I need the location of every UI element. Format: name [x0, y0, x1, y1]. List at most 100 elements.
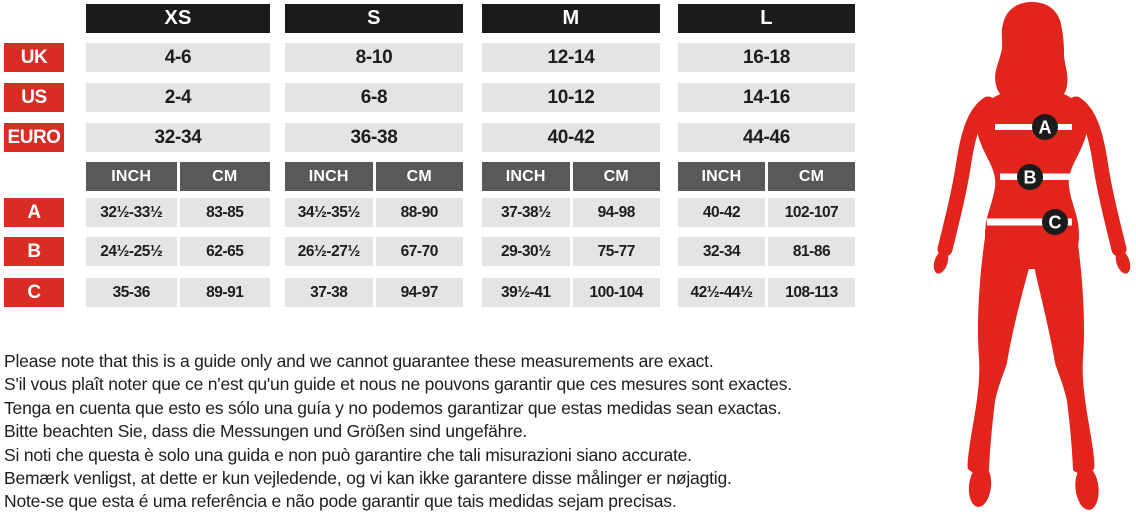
c-l-cm: 108-113: [768, 278, 855, 307]
b-xs-inch: 24½-25½: [86, 237, 177, 266]
inch-header: INCH: [86, 162, 177, 191]
size-header-xs: XS: [86, 4, 270, 33]
b-cell-m: 29-30½ 75-77: [482, 237, 660, 266]
unit-header-m: INCH CM: [482, 162, 660, 191]
row-label-a: A: [4, 198, 64, 227]
us-row: US 2-4 6-8 10-12 14-16: [4, 83, 855, 112]
hip-line: [987, 218, 1072, 226]
a-cell-m: 37-38½ 94-98: [482, 198, 660, 227]
c-cell-l: 42½-44½ 108-113: [678, 278, 855, 307]
header-spacer: [4, 4, 64, 33]
disclaimer-line-pt: Note-se que esta é uma referência e não …: [4, 491, 677, 512]
uk-value-s: 8-10: [285, 43, 463, 72]
unit-header-l: INCH CM: [678, 162, 855, 191]
b-s-inch: 26½-27½: [285, 237, 373, 266]
figure-left-leg: [967, 231, 1031, 474]
a-l-cm: 102-107: [768, 198, 855, 227]
c-m-cm: 100-104: [572, 278, 660, 307]
unit-header-row: INCH CM INCH CM INCH CM INCH CM: [4, 162, 855, 191]
c-cell-m: 39½-41 100-104: [482, 278, 660, 307]
c-m-inch: 39½-41: [482, 278, 570, 307]
us-value-xs: 2-4: [86, 83, 270, 112]
c-xs-inch: 35-36: [86, 278, 177, 307]
disclaimer-line-it: Si noti che questa è solo una guida e no…: [4, 444, 692, 465]
a-xs-cm: 83-85: [179, 198, 270, 227]
marker-c-label: C: [1049, 213, 1062, 233]
b-m-inch: 29-30½: [482, 237, 570, 266]
cm-header: CM: [179, 162, 270, 191]
figure-right-leg: [1033, 231, 1095, 474]
inch-header: INCH: [678, 162, 765, 191]
figure-left-foot: [968, 465, 992, 507]
euro-value-m: 40-42: [482, 123, 660, 152]
us-value-s: 6-8: [285, 83, 463, 112]
marker-a-label: A: [1039, 118, 1052, 138]
b-xs-cm: 62-65: [179, 237, 270, 266]
marker-b-circle: [1017, 164, 1043, 190]
unit-spacer: [4, 162, 64, 191]
us-value-m: 10-12: [482, 83, 660, 112]
figure-hair-head: [995, 2, 1068, 99]
disclaimer-text: Please note that this is a guide only an…: [4, 350, 884, 514]
a-m-cm: 94-98: [572, 198, 660, 227]
cm-header: CM: [572, 162, 660, 191]
inch-header: INCH: [482, 162, 570, 191]
size-header-s: S: [285, 4, 463, 33]
euro-row: EURO 32-34 36-38 40-42 44-46: [4, 123, 855, 152]
disclaimer-line-fr: S'il vous plaît noter que ce n'est qu'un…: [4, 374, 792, 395]
row-label-c: C: [4, 278, 64, 307]
euro-value-xs: 32-34: [86, 123, 270, 152]
size-header-l: L: [678, 4, 855, 33]
row-label-us: US: [4, 83, 64, 112]
a-xs-inch: 32½-33½: [86, 198, 177, 227]
disclaimer-line-es: Tenga en cuenta que esto es sólo una guí…: [4, 397, 782, 418]
size-header-row: XS S M L: [4, 4, 855, 33]
uk-row: UK 4-6 8-10 12-14 16-18: [4, 43, 855, 72]
c-s-cm: 94-97: [375, 278, 463, 307]
disclaimer-line-de: Bitte beachten Sie, dass die Messungen u…: [4, 421, 528, 442]
size-header-m: M: [482, 4, 660, 33]
c-l-inch: 42½-44½: [678, 278, 765, 307]
us-value-l: 14-16: [678, 83, 855, 112]
measurement-row-c: C 35-36 89-91 37-38 94-97 39½-41 100-104…: [4, 278, 855, 307]
marker-b-label: B: [1024, 168, 1037, 188]
female-silhouette-figure: A B C: [933, 2, 1131, 510]
measurement-row-a: A 32½-33½ 83-85 34½-35½ 88-90 37-38½ 94-…: [4, 198, 855, 227]
c-xs-cm: 89-91: [179, 278, 270, 307]
a-l-inch: 40-42: [678, 198, 765, 227]
c-cell-s: 37-38 94-97: [285, 278, 463, 307]
cm-header: CM: [375, 162, 463, 191]
row-label-uk: UK: [4, 43, 64, 72]
unit-header-xs: INCH CM: [86, 162, 270, 191]
euro-value-l: 44-46: [678, 123, 855, 152]
uk-value-xs: 4-6: [86, 43, 270, 72]
figure-left-arm: [937, 96, 996, 257]
disclaimer-line-da: Bemærk venligst, at dette er kun vejlede…: [4, 468, 732, 489]
b-cell-s: 26½-27½ 67-70: [285, 237, 463, 266]
inch-header: INCH: [285, 162, 373, 191]
b-cell-xs: 24½-25½ 62-65: [86, 237, 270, 266]
figure-right-arm: [1068, 96, 1127, 257]
figure-left-hand: [933, 250, 949, 274]
c-s-inch: 37-38: [285, 278, 373, 307]
disclaimer-line-en: Please note that this is a guide only an…: [4, 351, 714, 371]
uk-value-m: 12-14: [482, 43, 660, 72]
euro-value-s: 36-38: [285, 123, 463, 152]
b-cell-l: 32-34 81-86: [678, 237, 855, 266]
a-s-inch: 34½-35½: [285, 198, 373, 227]
a-cell-s: 34½-35½ 88-90: [285, 198, 463, 227]
marker-a-circle: [1032, 114, 1058, 140]
b-l-cm: 81-86: [768, 237, 855, 266]
row-label-euro: EURO: [4, 123, 64, 152]
uk-value-l: 16-18: [678, 43, 855, 72]
figure-right-foot: [1075, 466, 1099, 510]
row-label-b: B: [4, 237, 64, 266]
b-s-cm: 67-70: [375, 237, 463, 266]
b-m-cm: 75-77: [572, 237, 660, 266]
measurement-row-b: B 24½-25½ 62-65 26½-27½ 67-70 29-30½ 75-…: [4, 237, 855, 266]
a-m-inch: 37-38½: [482, 198, 570, 227]
unit-header-s: INCH CM: [285, 162, 463, 191]
a-cell-xs: 32½-33½ 83-85: [86, 198, 270, 227]
figure-right-hand: [1115, 250, 1131, 274]
